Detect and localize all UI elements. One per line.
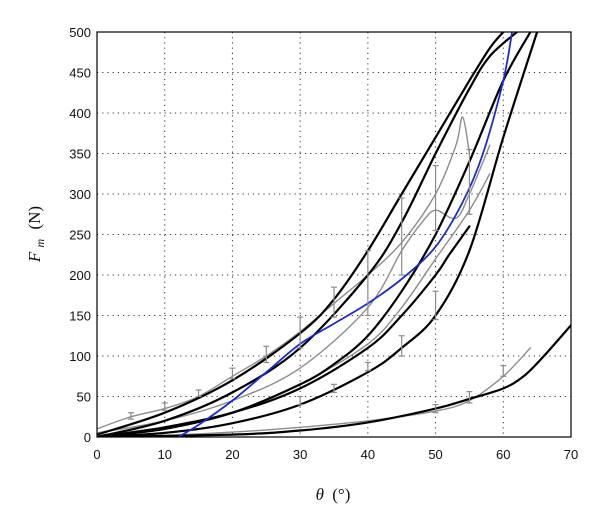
plot-frame — [96, 31, 572, 438]
error-bar — [195, 389, 202, 398]
error-bar — [466, 148, 473, 215]
model-series-line — [97, 32, 539, 437]
measured-series-line — [97, 347, 532, 437]
model-series-line — [97, 324, 571, 437]
y-tick-label: 200 — [69, 268, 91, 283]
error-bar — [466, 391, 473, 404]
error-bar — [229, 367, 236, 380]
error-bar — [500, 365, 507, 377]
y-tick-label: 500 — [69, 25, 91, 40]
x-tick-labels: 0 10 20 30 40 50 60 70 — [93, 447, 578, 462]
error-bar — [297, 316, 304, 349]
error-bar — [161, 402, 168, 411]
x-tick-label: 40 — [361, 447, 375, 462]
x-tick-label: 60 — [496, 447, 510, 462]
x-axis-label: θ (°) — [316, 485, 351, 504]
error-bar — [364, 250, 371, 317]
model-series-line — [97, 225, 471, 437]
measured-series-line — [97, 144, 491, 434]
error-bar — [297, 395, 304, 406]
error-bar — [364, 361, 371, 372]
x-axis-unit: (°) — [332, 485, 350, 504]
x-tick-label: 20 — [225, 447, 239, 462]
error-bar — [432, 165, 439, 232]
x-tick-label: 50 — [428, 447, 442, 462]
error-bar — [432, 404, 439, 414]
y-axis-unit: (N) — [25, 206, 44, 230]
y-tick-label: 50 — [77, 390, 91, 405]
grid — [97, 32, 571, 437]
y-axis-label: F m (N) — [25, 206, 48, 263]
model-series-line — [97, 32, 518, 437]
y-tick-label: 250 — [69, 228, 91, 243]
y-axis-subscript: m — [33, 238, 47, 247]
x-tick-label: 10 — [157, 447, 171, 462]
y-tick-label: 100 — [69, 349, 91, 364]
error-bar — [127, 412, 134, 420]
y-tick-label: 300 — [69, 187, 91, 202]
y-tick-label: 350 — [69, 147, 91, 162]
series-layer — [97, 32, 571, 437]
y-tick-label: 400 — [69, 106, 91, 121]
x-tick-label: 0 — [93, 447, 100, 462]
model-series-line — [97, 32, 532, 437]
y-axis-symbol: F — [25, 251, 44, 263]
error-bar — [432, 290, 439, 321]
error-bar — [398, 197, 405, 276]
y-tick-label: 0 — [84, 430, 91, 445]
y-tick-labels: 0 50 100 150 200 250 300 350 400 450 500 — [69, 25, 91, 445]
error-bar — [263, 345, 270, 364]
x-axis-symbol: θ — [316, 485, 324, 504]
x-tick-label: 30 — [293, 447, 307, 462]
error-bar — [331, 286, 337, 318]
x-tick-label: 70 — [564, 447, 578, 462]
model-series-line — [97, 32, 505, 436]
y-tick-label: 150 — [69, 309, 91, 324]
error-bar — [398, 335, 405, 357]
error-bar — [331, 383, 337, 394]
y-tick-label: 450 — [69, 66, 91, 81]
error-bar-layer — [127, 148, 507, 420]
